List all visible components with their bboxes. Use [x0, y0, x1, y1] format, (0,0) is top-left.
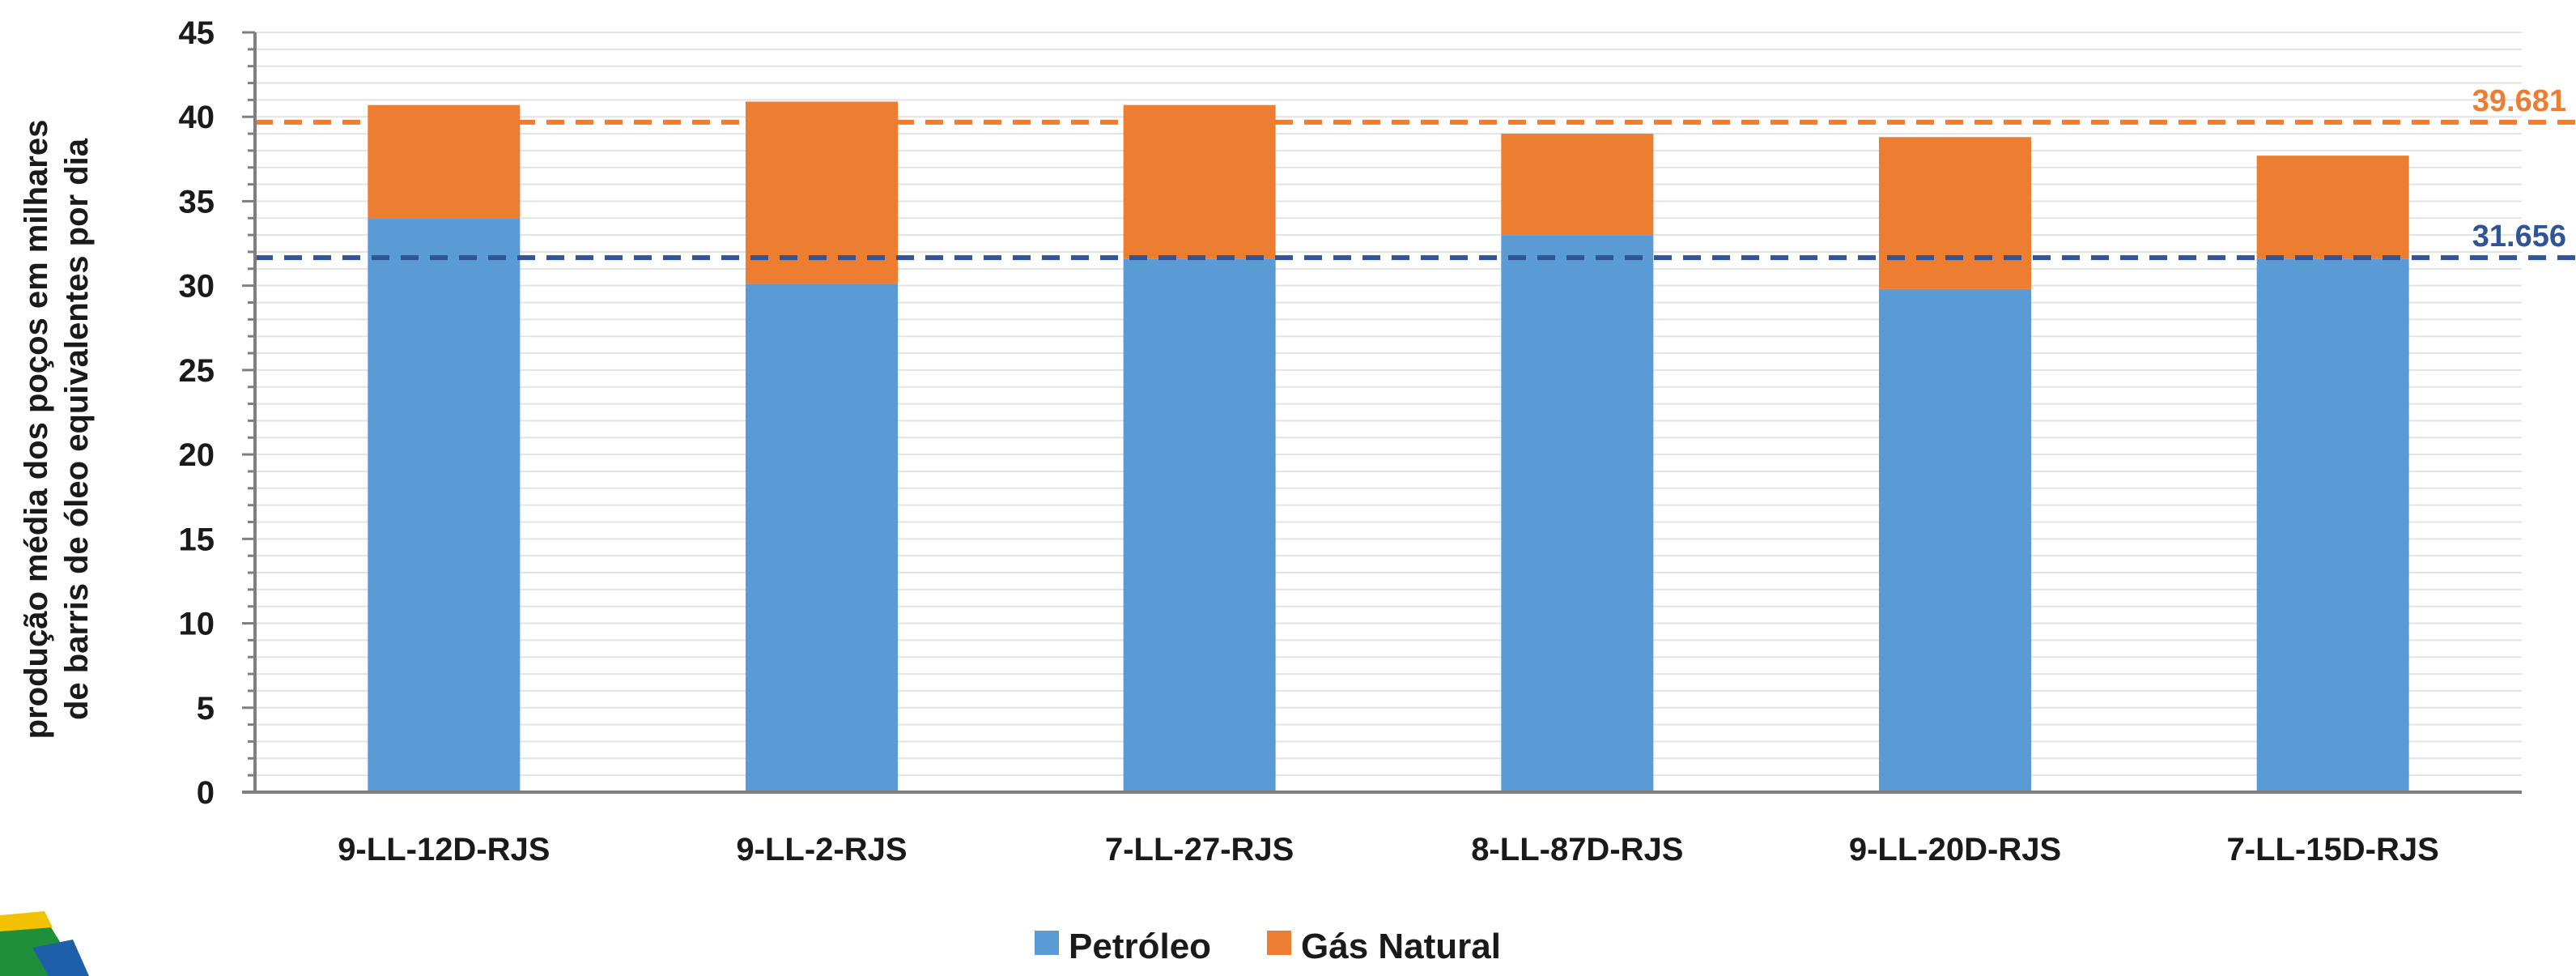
bar-petroleo [1123, 258, 1276, 792]
bar-gas-natural [2256, 156, 2409, 259]
logo-blue-shape [32, 940, 89, 976]
legend-swatch-petroleo [1035, 931, 1059, 955]
legend-swatch-gas-natural [1267, 931, 1291, 955]
y-tick-label: 30 [179, 269, 215, 305]
logo-yellow-shape [0, 911, 53, 931]
y-axis-label: produção média dos poços em milhares de b… [19, 120, 95, 739]
y-axis-title: produção média dos poços em milhares de b… [19, 120, 95, 739]
logo [0, 911, 89, 976]
bars [368, 101, 2409, 793]
legend: Petróleo Gás Natural [1035, 927, 1501, 966]
x-tick-label: 7-LL-15D-RJS [2227, 832, 2439, 867]
y-tick-label: 0 [197, 775, 215, 811]
y-tick-label: 10 [179, 607, 215, 642]
gridlines [255, 32, 2522, 777]
bar-gas-natural [1879, 137, 2031, 289]
reference-lines: 39.681 31.656 [255, 84, 2576, 261]
y-tick-label: 5 [197, 691, 215, 727]
x-tick-labels: 9-LL-12D-RJS 9-LL-2-RJS 7-LL-27-RJS 8-LL-87… [338, 832, 2439, 867]
x-tick-label: 7-LL-27-RJS [1105, 832, 1294, 867]
bar-petroleo [1501, 235, 1654, 793]
bar-petroleo [746, 283, 898, 792]
bar-petroleo [2256, 258, 2409, 792]
legend-label-gas-natural: Gás Natural [1301, 927, 1501, 966]
x-tick-label: 9-LL-20D-RJS [1849, 832, 2061, 867]
x-tick-label: 9-LL-12D-RJS [338, 832, 550, 867]
y-tick-label: 40 [179, 100, 215, 135]
reference-line-label: 31.656 [2472, 219, 2566, 254]
legend-label-petroleo: Petróleo [1069, 927, 1211, 966]
x-tick-label: 9-LL-2-RJS [736, 832, 907, 867]
bar-petroleo [1879, 288, 2031, 792]
y-axis-title-line: de barris de óleo equivalentes por dia [59, 138, 95, 720]
y-axis-title-line: produção média dos poços em milhares [19, 120, 54, 739]
bar-petroleo [368, 218, 521, 792]
y-tick-label: 20 [179, 437, 215, 473]
bar-gas-natural [1123, 104, 1276, 259]
bar-gas-natural [1501, 134, 1654, 236]
bar-gas-natural [746, 101, 898, 284]
y-tick-label: 45 [179, 15, 215, 51]
y-tick-label: 25 [179, 353, 215, 389]
y-tick-label: 15 [179, 522, 215, 557]
y-tick-labels: 0 5 10 15 20 25 30 35 40 45 [179, 15, 215, 811]
y-tick-label: 35 [179, 184, 215, 219]
reference-line-label: 39.681 [2472, 84, 2566, 118]
x-tick-label: 8-LL-87D-RJS [1471, 832, 1683, 867]
axes [242, 31, 2522, 794]
